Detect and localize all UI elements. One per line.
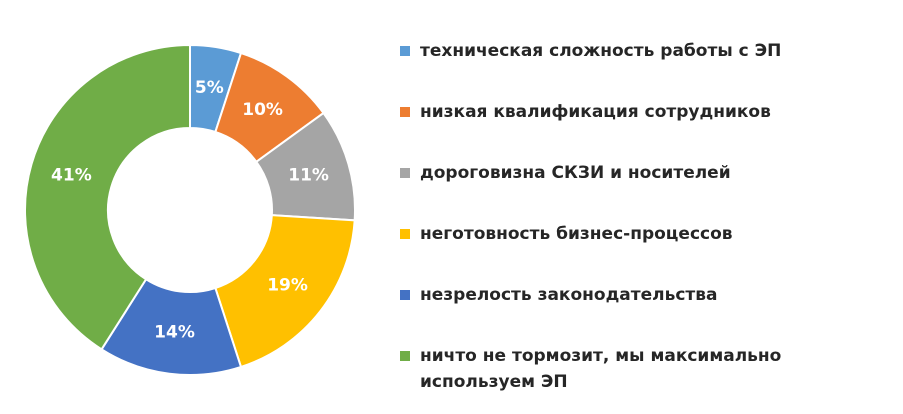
legend-swatch: [400, 168, 410, 178]
data-label: 10%: [242, 100, 283, 120]
legend-item: ничто не тормозит, мы максимально исполь…: [400, 343, 895, 404]
legend-item: дороговизна СКЗИ и носителей: [400, 160, 895, 221]
data-label: 19%: [267, 276, 308, 296]
legend-item: незрелость законодательства: [400, 282, 895, 343]
legend: техническая сложность работы с ЭП низкая …: [400, 38, 895, 404]
legend-swatch: [400, 46, 410, 56]
donut-slice: [214, 214, 356, 369]
legend-item: техническая сложность работы с ЭП: [400, 38, 895, 99]
legend-swatch: [400, 351, 410, 361]
data-label: 11%: [288, 166, 329, 186]
legend-label: незрелость законодательства: [420, 285, 718, 305]
data-label: 14%: [154, 323, 195, 343]
legend-label: ничто не тормозит, мы максимально исполь…: [420, 346, 782, 392]
legend-label: техническая сложность работы с ЭП: [420, 41, 782, 61]
donut: 5% 10% 11% 19% 14% 41%: [24, 43, 356, 376]
data-label: 5%: [195, 78, 224, 98]
legend-swatch: [400, 229, 410, 239]
donut-slice: [24, 43, 191, 351]
legend-swatch: [400, 107, 410, 117]
data-label: 41%: [51, 166, 92, 186]
legend-swatch: [400, 290, 410, 300]
legend-label: неготовность бизнес-процессов: [420, 224, 733, 244]
legend-label: дороговизна СКЗИ и носителей: [420, 163, 731, 183]
legend-item: низкая квалификация сотрудников: [400, 99, 895, 160]
legend-item: неготовность бизнес-процессов: [400, 221, 895, 282]
legend-label: низкая квалификация сотрудников: [420, 102, 771, 122]
